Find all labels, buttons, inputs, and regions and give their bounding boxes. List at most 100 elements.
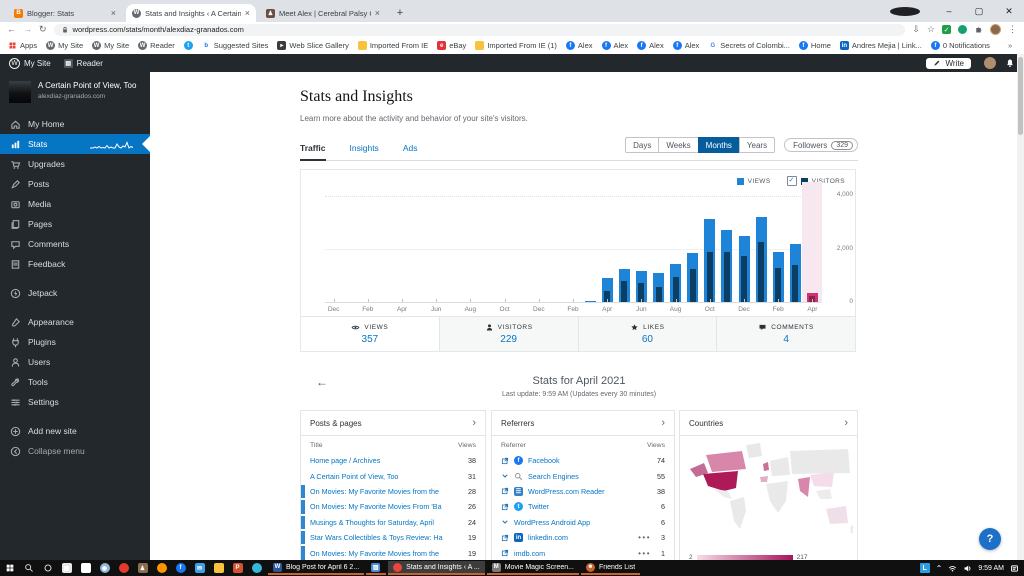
taskbar-window-photos[interactable]: ▨ — [366, 561, 387, 575]
sidebar-item-comments[interactable]: Comments — [0, 234, 150, 254]
bookmark-item[interactable]: ▸ Web Slice Gallery — [277, 41, 349, 50]
bookmark-item[interactable]: Imported From IE — [357, 41, 428, 50]
sidebar-item-users[interactable]: Users — [0, 352, 150, 372]
referrer-link[interactable]: Twitter — [528, 502, 550, 512]
browser-tab[interactable]: W Stats and Insights ‹ A Certain Po× — [126, 4, 256, 22]
install-app-icon[interactable]: ⇩ — [912, 24, 920, 34]
chevron-down-icon[interactable] — [501, 518, 509, 526]
tab-ads[interactable]: Ads — [402, 143, 418, 153]
post-link[interactable]: Home page / Archives — [310, 456, 381, 466]
taskbar-store-icon[interactable]: ▣ — [57, 560, 76, 576]
visitors-bar[interactable] — [741, 256, 747, 302]
more-actions-icon[interactable]: ••• — [638, 548, 651, 558]
site-card[interactable]: A Certain Point of View, Too alexdiaz-gr… — [0, 72, 150, 114]
taskbar-cortana-icon[interactable] — [38, 560, 57, 576]
external-link-icon[interactable] — [501, 487, 509, 495]
taskbar-firefox-icon[interactable] — [152, 560, 171, 576]
tab-close-icon[interactable]: × — [374, 7, 380, 18]
extensions-puzzle-icon[interactable] — [974, 25, 983, 34]
referrer-row[interactable]: WordPress Android App 6 — [492, 515, 674, 530]
post-link[interactable]: On Movies: My Favorite Movies From 'Ba — [310, 502, 442, 512]
visitors-bar[interactable] — [792, 265, 799, 302]
more-actions-icon[interactable]: ••• — [638, 533, 651, 543]
post-row[interactable]: A Certain Point of View, Too 31 — [301, 468, 485, 483]
notifications-bell-icon[interactable] — [1005, 58, 1015, 68]
sidebar-item-media[interactable]: Media — [0, 194, 150, 214]
action-center-icon[interactable] — [1010, 564, 1019, 573]
followers-pill[interactable]: Followers 329 — [784, 138, 858, 152]
referrer-row[interactable]: in linkedin.com ••• 3 — [492, 530, 674, 545]
legend-views[interactable]: VIEWS — [736, 177, 771, 185]
write-button[interactable]: Write — [926, 57, 971, 69]
browser-tab[interactable]: ♟ Meet Alex | Cerebral Palsy Guida× — [260, 4, 386, 22]
taskbar-search-icon[interactable] — [19, 560, 38, 576]
visitors-bar[interactable] — [655, 287, 662, 302]
browser-update-icon[interactable] — [890, 6, 920, 16]
visitors-bar[interactable] — [723, 252, 730, 302]
post-row[interactable]: On Movies: My Favorite Movies from the 19 — [301, 545, 485, 560]
referrer-link[interactable]: imdb.com — [514, 548, 546, 558]
referrer-row[interactable]: imdb.com ••• 1 — [492, 545, 674, 560]
taskbar-eye-icon[interactable]: ◉ — [95, 560, 114, 576]
tab-traffic[interactable]: Traffic — [300, 143, 326, 161]
period-button-weeks[interactable]: Weeks — [658, 137, 699, 153]
summary-likes[interactable]: LIKES 60 — [578, 317, 718, 351]
post-link[interactable]: On Movies: My Favorite Movies from the — [310, 548, 440, 558]
sidebar-item-pages[interactable]: Pages — [0, 214, 150, 234]
referrer-link[interactable]: linkedin.com — [528, 533, 568, 543]
legend-visitors[interactable]: ✓ VISITORS — [786, 176, 845, 186]
external-link-icon[interactable] — [501, 534, 509, 542]
refresh-icon[interactable]: ↻ — [39, 24, 47, 34]
clock[interactable]: 9:59 AM — [978, 564, 1004, 572]
bookmark-item[interactable]: e eBay — [437, 41, 466, 50]
extension-check-icon[interactable]: ✓ — [942, 25, 951, 34]
taskbar-window-moviemagic[interactable]: M Movie Magic Screen... — [486, 561, 579, 575]
post-row[interactable]: Musings & Thoughts for Saturday, April 24 — [301, 515, 485, 530]
bookmark-item[interactable]: Imported From IE (1) — [475, 41, 557, 50]
bookmark-item[interactable]: t — [183, 41, 193, 50]
bookmark-item[interactable]: Apps — [8, 41, 37, 50]
bookmark-item[interactable]: W My Site — [46, 41, 83, 50]
visitors-bar[interactable] — [689, 269, 696, 302]
page-scrollbar[interactable] — [1017, 54, 1024, 560]
bookmarks-overflow-chevron[interactable]: » — [1007, 41, 1013, 50]
new-tab-button[interactable]: + — [396, 7, 404, 19]
taskbar-people-icon[interactable]: ♟ — [133, 560, 152, 576]
visitors-bar[interactable] — [758, 242, 765, 302]
wp-profile-avatar[interactable] — [984, 57, 996, 69]
post-link[interactable]: A Certain Point of View, Too — [310, 471, 399, 481]
views-bar[interactable] — [601, 278, 613, 302]
external-link-icon[interactable] — [501, 503, 509, 511]
bookmark-item[interactable]: f Alex — [565, 41, 593, 50]
post-link[interactable]: On Movies: My Favorite Movies from the — [310, 486, 440, 496]
external-link-icon[interactable] — [501, 457, 509, 465]
post-row[interactable]: Home page / Archives 38 — [301, 453, 485, 468]
sidebar-item-my-home[interactable]: My Home — [0, 114, 150, 134]
volume-icon[interactable] — [963, 564, 972, 573]
previous-period-arrow[interactable]: ← — [316, 375, 328, 389]
help-button[interactable]: ? — [979, 528, 1001, 550]
taskbar-powerpoint-icon[interactable]: P — [228, 560, 247, 576]
sidebar-item-appearance[interactable]: Appearance — [0, 312, 150, 332]
back-icon[interactable]: ← — [7, 24, 16, 34]
sidebar-item-plugins[interactable]: Plugins — [0, 332, 150, 352]
post-link[interactable]: Musings & Thoughts for Saturday, April — [310, 517, 434, 527]
bookmark-star-icon[interactable]: ☆ — [926, 24, 935, 34]
taskbar-window-chrome[interactable]: Stats and Insights ‹ A ... — [388, 561, 485, 575]
referrer-link[interactable]: Facebook — [528, 456, 560, 466]
tab-close-icon[interactable]: × — [110, 7, 116, 18]
visitors-bar[interactable] — [672, 277, 679, 302]
sidebar-item-tools[interactable]: Tools — [0, 372, 150, 392]
sidebar-item-upgrades[interactable]: Upgrades — [0, 154, 150, 174]
taskbar-start-icon[interactable] — [0, 560, 19, 576]
language-indicator[interactable]: L — [919, 563, 930, 573]
period-button-months[interactable]: Months — [697, 137, 740, 153]
close-button[interactable]: ✕ — [1005, 5, 1013, 16]
bookmark-item[interactable]: f Alex — [601, 41, 628, 50]
post-row[interactable]: On Movies: My Favorite Movies From 'Ba 26 — [301, 499, 485, 514]
url-text[interactable]: wordpress.com/stats/month/alexdiaz-grana… — [72, 25, 244, 34]
chevron-right-icon[interactable]: › — [844, 417, 848, 429]
bookmark-item[interactable]: G Secrets of Colombi... — [708, 41, 790, 50]
referrer-row[interactable]: ☰ WordPress.com Reader 38 — [492, 484, 674, 499]
